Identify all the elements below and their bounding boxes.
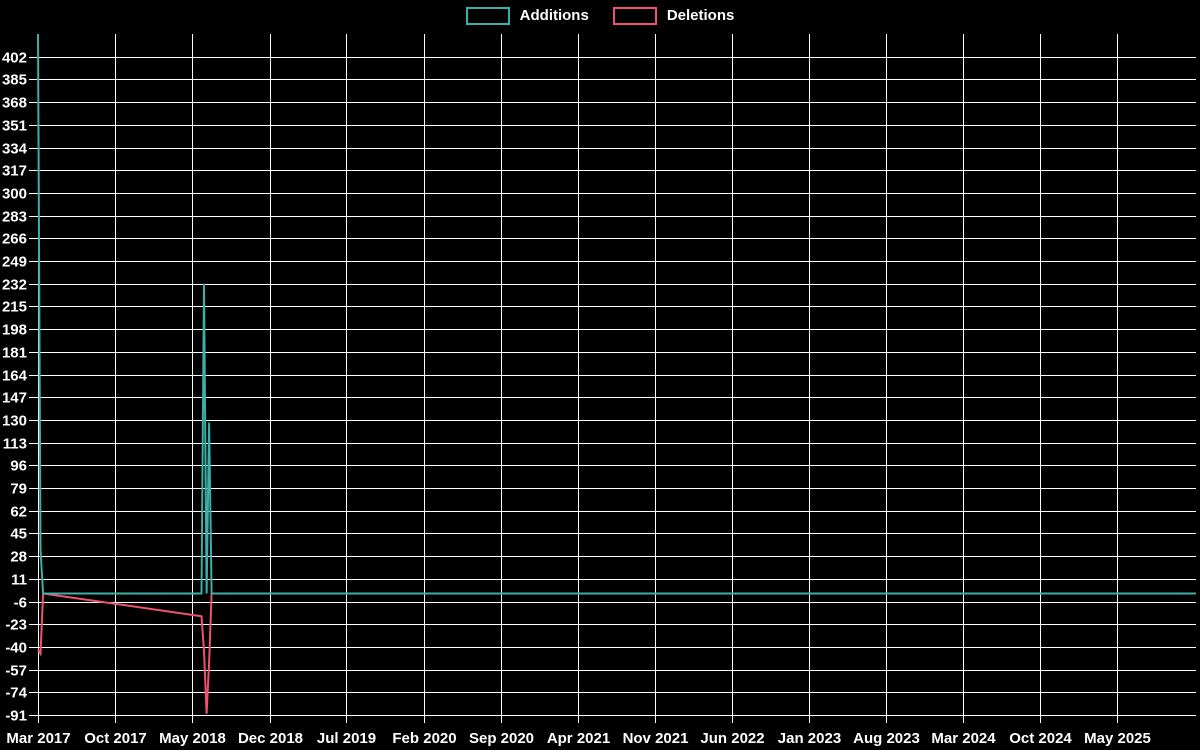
legend-item-deletions[interactable]: Deletions — [612, 7, 735, 25]
x-axis-tick-label: Aug 2023 — [853, 730, 920, 747]
series-line-additions — [37, 33, 1196, 595]
series-line-deletions — [37, 592, 1196, 714]
y-axis-tick-label: 334 — [2, 141, 28, 158]
x-axis-tick-label: May 2025 — [1084, 730, 1151, 747]
x-axis-tick-label: Feb 2020 — [392, 730, 456, 747]
y-axis-tick-label: 45 — [10, 526, 27, 543]
x-axis-tick-label: Oct 2017 — [84, 730, 147, 747]
x-axis-tick-label: Apr 2021 — [547, 730, 610, 747]
y-axis-tick-label: 283 — [2, 209, 27, 226]
x-axis-tick-label: Jan 2023 — [778, 730, 841, 747]
x-axis-tick-label: Nov 2021 — [623, 730, 689, 747]
y-axis-tick-label: 351 — [2, 118, 27, 135]
x-axis-tick-label: Mar 2017 — [6, 730, 70, 747]
y-axis-tick-label: -57 — [5, 663, 27, 680]
x-axis-tick-label: Mar 2024 — [931, 730, 996, 747]
y-axis-tick-label: 147 — [2, 390, 27, 407]
x-axis-tick-label: Oct 2024 — [1009, 730, 1072, 747]
y-axis-tick-label: 317 — [2, 163, 27, 180]
y-axis-tick-label: 198 — [2, 322, 27, 339]
y-axis-tick-label: -74 — [5, 685, 27, 702]
y-axis-tick-label: 385 — [2, 72, 27, 89]
y-axis-tick-label: 249 — [2, 254, 27, 271]
x-axis-tick-label: Jun 2022 — [700, 730, 764, 747]
additions-swatch-icon — [465, 7, 510, 25]
chart-legend: Additions Deletions — [0, 7, 1200, 25]
y-axis-tick-label: -91 — [5, 708, 27, 725]
y-axis-tick-label: -40 — [5, 640, 27, 657]
y-axis-tick-label: 96 — [10, 458, 27, 475]
x-axis-tick-label: Sep 2020 — [469, 730, 534, 747]
legend-item-additions[interactable]: Additions — [465, 7, 589, 25]
x-axis-tick-label: Dec 2018 — [238, 730, 303, 747]
y-axis-tick-label: 402 — [2, 50, 27, 67]
y-axis-tick-label: -6 — [14, 595, 27, 612]
y-axis-tick-label: 181 — [2, 345, 27, 362]
y-axis-tick-label: 113 — [3, 436, 27, 453]
y-axis-tick-label: 232 — [2, 277, 27, 294]
y-axis-tick-label: 79 — [10, 481, 27, 498]
y-axis-tick-label: 215 — [2, 299, 27, 316]
y-axis-tick-label: 62 — [10, 504, 27, 521]
y-axis-tick-label: 368 — [2, 95, 27, 112]
y-axis-tick-label: 300 — [2, 186, 27, 203]
y-axis-tick-label: 11 — [11, 572, 27, 589]
legend-label-additions: Additions — [519, 7, 589, 24]
y-axis-tick-label: 130 — [2, 413, 27, 430]
deletions-swatch-icon — [612, 7, 657, 25]
y-axis-tick-label: 164 — [2, 368, 28, 385]
x-axis-tick-label: Jul 2019 — [317, 730, 376, 747]
x-axis-tick-label: May 2018 — [159, 730, 226, 747]
legend-label-deletions: Deletions — [666, 7, 735, 24]
y-axis-tick-label: 266 — [2, 231, 27, 248]
y-axis-tick-label: -23 — [5, 617, 27, 634]
y-axis-tick-label: 28 — [10, 549, 27, 566]
